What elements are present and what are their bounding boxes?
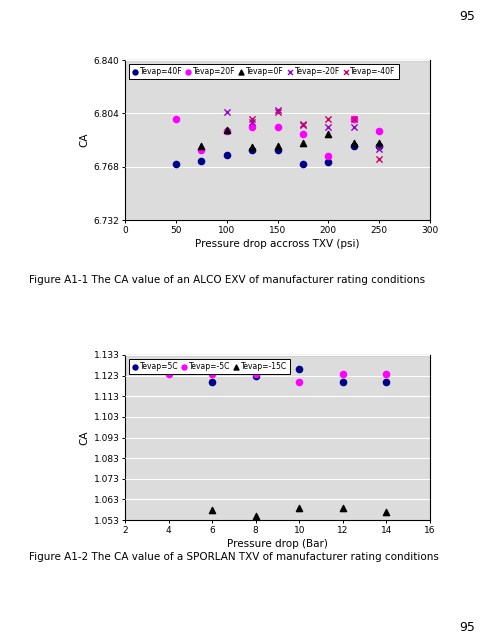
Tevap=20F: [299, 129, 307, 139]
Tevap=5C: [252, 371, 260, 381]
Tevap=40F: [248, 145, 256, 156]
Legend: Tevap=5C, Tevap=-5C, Tevap=-15C: Tevap=5C, Tevap=-5C, Tevap=-15C: [129, 359, 290, 374]
X-axis label: Pressure drop accross TXV (psi): Pressure drop accross TXV (psi): [195, 239, 360, 249]
Tevap=0F: [248, 142, 256, 152]
Tevap=-40F: [274, 107, 282, 117]
Tevap=40F: [350, 141, 358, 151]
Tevap=40F: [274, 145, 282, 156]
Tevap=-5C: [208, 369, 216, 379]
Tevap=-15C: [383, 507, 391, 517]
Tevap=-5C: [383, 369, 391, 379]
Text: Figure A1-1 The CA value of an ALCO EXV of manufacturer rating conditions: Figure A1-1 The CA value of an ALCO EXV …: [29, 275, 425, 285]
Tevap=-20F: [350, 122, 358, 132]
Tevap=-5C: [165, 369, 173, 379]
Tevap=40F: [198, 156, 205, 166]
Tevap=-20F: [223, 107, 231, 117]
Tevap=-5C: [339, 369, 347, 379]
Tevap=-20F: [375, 144, 383, 154]
Tevap=20F: [274, 122, 282, 132]
Text: Figure A1-2 The CA value of a SPORLAN TXV of manufacturer rating conditions: Figure A1-2 The CA value of a SPORLAN TX…: [29, 552, 439, 563]
Tevap=0F: [274, 141, 282, 151]
Tevap=0F: [299, 138, 307, 148]
Tevap=-5C: [252, 369, 260, 379]
Tevap=-15C: [208, 504, 216, 515]
Tevap=5C: [208, 377, 216, 387]
Y-axis label: CA: CA: [79, 430, 90, 445]
Tevap=-20F: [248, 117, 256, 127]
Tevap=5C: [296, 364, 303, 374]
Tevap=5C: [339, 377, 347, 387]
Tevap=20F: [324, 151, 332, 161]
Tevap=-20F: [274, 105, 282, 115]
Tevap=0F: [324, 129, 332, 139]
Tevap=-15C: [296, 502, 303, 513]
Tevap=-40F: [350, 114, 358, 124]
Tevap=5C: [383, 377, 391, 387]
Tevap=-20F: [324, 122, 332, 132]
Y-axis label: CA: CA: [79, 132, 90, 147]
Tevap=0F: [198, 141, 205, 151]
Tevap=-40F: [375, 154, 383, 164]
Tevap=40F: [172, 159, 180, 169]
Text: 95: 95: [459, 621, 475, 634]
Tevap=40F: [375, 141, 383, 151]
Tevap=20F: [172, 114, 180, 124]
Tevap=40F: [324, 157, 332, 167]
Tevap=-5C: [296, 377, 303, 387]
Tevap=-40F: [324, 114, 332, 124]
Tevap=-20F: [299, 120, 307, 131]
Legend: Tevap=40F, Tevap=20F, Tevap=0F, Tevap=-20F, Tevap=-40F: Tevap=40F, Tevap=20F, Tevap=0F, Tevap=-2…: [129, 64, 399, 79]
Tevap=0F: [375, 138, 383, 148]
X-axis label: Pressure drop (Bar): Pressure drop (Bar): [227, 539, 328, 548]
Tevap=20F: [248, 122, 256, 132]
Tevap=-40F: [299, 118, 307, 129]
Tevap=0F: [350, 138, 358, 148]
Tevap=40F: [299, 159, 307, 169]
Text: 95: 95: [459, 10, 475, 22]
Tevap=5C: [165, 362, 173, 372]
Tevap=20F: [223, 126, 231, 136]
Tevap=-40F: [248, 114, 256, 124]
Tevap=20F: [198, 145, 205, 156]
Tevap=20F: [375, 126, 383, 136]
Tevap=20F: [350, 114, 358, 124]
Tevap=-15C: [252, 511, 260, 521]
Tevap=-15C: [339, 502, 347, 513]
Tevap=0F: [223, 125, 231, 135]
Tevap=40F: [223, 150, 231, 160]
